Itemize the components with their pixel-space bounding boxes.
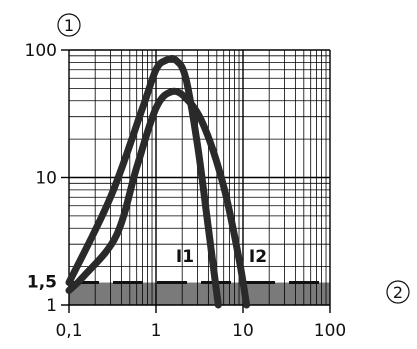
x-tick-label: 100: [314, 321, 346, 341]
series-line-i1: [65, 55, 222, 309]
x-tick-label: 10: [232, 321, 254, 341]
y-axis-marker: 1: [64, 16, 74, 35]
curve-layer: [65, 55, 251, 309]
x-axis-marker-circle: [386, 280, 410, 304]
series-line-i2: [65, 87, 251, 309]
band-layer: [69, 282, 330, 305]
y-axis-marker-circle: [57, 13, 81, 37]
y-tick-label: 100: [25, 41, 57, 61]
reference-line-label: 1,5: [27, 273, 57, 293]
x-tick-label: 1: [151, 321, 162, 341]
y-tick-label: 10: [35, 169, 57, 189]
series-label-i1: I1: [176, 247, 194, 267]
series-label-i2: I2: [249, 247, 267, 267]
label-layer: 0,1 1 10 100 100 10 1 1,5 I1 I2 1 2: [25, 13, 410, 341]
x-tick-label: 0,1: [55, 321, 82, 341]
y-tick-label: 1: [46, 296, 57, 316]
x-axis-marker: 2: [393, 283, 403, 302]
grid-layer: [61, 49, 331, 313]
shaded-band: [69, 282, 330, 305]
